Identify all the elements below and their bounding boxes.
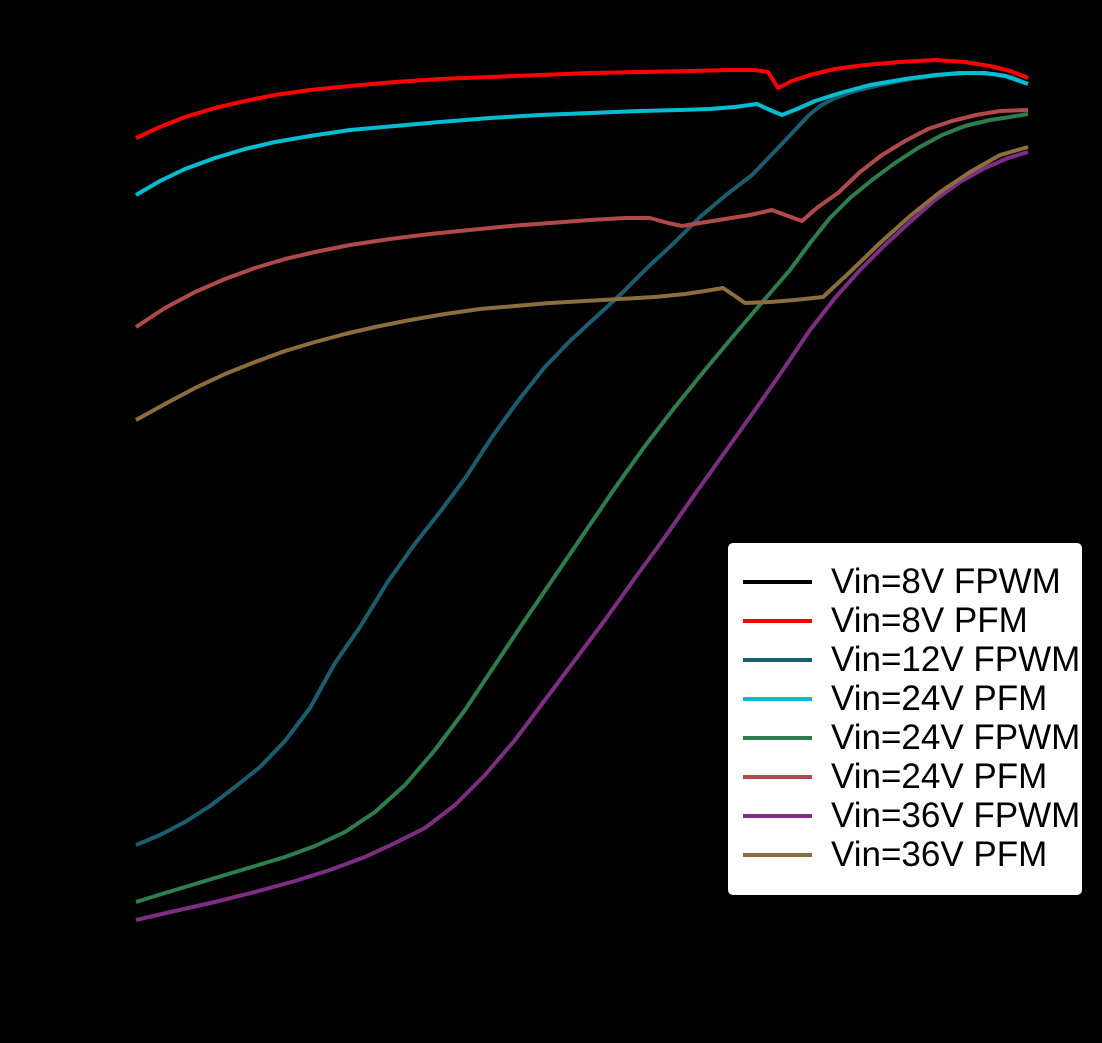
legend-item: Vin=24V FPWM	[743, 718, 1082, 757]
curve-vin36-pfm	[135, 145, 1029, 422]
legend-label: Vin=36V FPWM	[831, 796, 1081, 835]
curve-vin8-pfm	[135, 58, 1029, 140]
legend-label: Vin=24V PFM	[831, 757, 1048, 796]
legend-line-swatch	[743, 618, 812, 623]
legend-line-swatch	[743, 657, 812, 662]
legend-item: Vin=12V FPWM	[743, 640, 1082, 679]
legend-item: Vin=8V FPWM	[743, 562, 1082, 601]
curve-vin36-fpwm	[135, 150, 1029, 922]
legend-item: Vin=24V PFM	[743, 757, 1082, 796]
legend-label: Vin=8V FPWM	[831, 562, 1061, 601]
legend-item: Vin=36V PFM	[743, 835, 1082, 874]
legend-item: Vin=24V PFM	[743, 679, 1082, 718]
legend-line-swatch	[743, 579, 812, 584]
legend-line-swatch	[743, 774, 812, 779]
legend-item: Vin=36V FPWM	[743, 796, 1082, 835]
legend-entries: Vin=8V FPWM Vin=8V PFM Vin=12V FPWM Vin=…	[743, 562, 1082, 874]
curve-vin24-fpwm	[135, 112, 1029, 904]
legend-label: Vin=12V FPWM	[831, 640, 1081, 679]
legend-line-swatch	[743, 696, 812, 701]
chart-legend: Vin=8V FPWM Vin=8V PFM Vin=12V FPWM Vin=…	[728, 543, 1082, 895]
legend-label: Vin=36V PFM	[831, 835, 1048, 874]
legend-label: Vin=8V PFM	[831, 601, 1028, 640]
legend-label: Vin=24V FPWM	[831, 718, 1081, 757]
legend-line-swatch	[743, 735, 812, 740]
curve-vin24-pfm-cyan	[134, 71, 1029, 197]
curve-vin24-pfm-red	[134, 108, 1029, 329]
legend-line-swatch	[743, 852, 812, 857]
legend-item: Vin=8V PFM	[743, 601, 1082, 640]
legend-label: Vin=24V PFM	[831, 679, 1048, 718]
legend-line-swatch	[743, 813, 812, 818]
